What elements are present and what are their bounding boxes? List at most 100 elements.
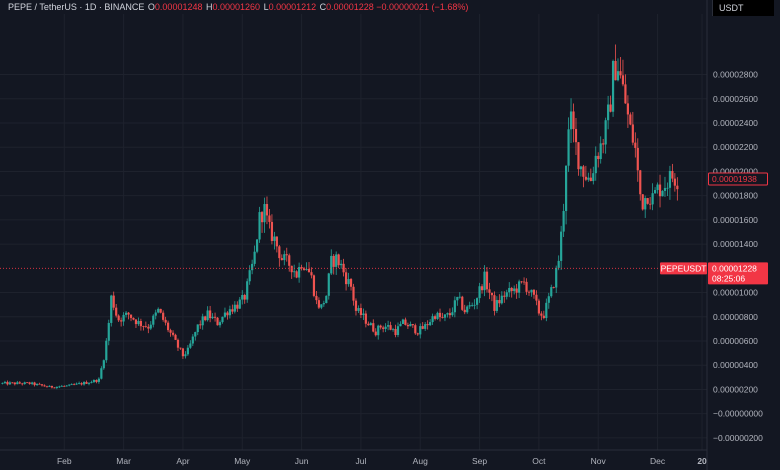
candle-body (258, 212, 261, 240)
candle-body (60, 385, 63, 387)
low-label: L (263, 2, 269, 12)
marked-price-value: 0.00001938 (712, 174, 757, 184)
candle-body (134, 319, 138, 325)
candle-body (13, 382, 16, 385)
symbol-title[interactable]: PEPE / TetherUS · 1D · BINANCE (8, 2, 145, 12)
price-tick-label: 0.00001800 (713, 191, 758, 201)
candle-body (357, 308, 360, 311)
candle-body (352, 286, 355, 301)
candle-body (253, 251, 256, 264)
candle-body (522, 281, 526, 283)
candle-body (82, 382, 86, 385)
candle-body (337, 254, 340, 266)
candle-body (127, 312, 130, 315)
candle-body (438, 312, 442, 318)
candle-body (209, 310, 212, 319)
candle-body (100, 368, 103, 379)
candle-body (369, 323, 372, 326)
high-label: H (206, 2, 213, 12)
candle-body (31, 382, 34, 384)
candle-body (624, 84, 627, 104)
candle-body (307, 268, 311, 273)
candle-body (216, 317, 219, 326)
candle-body (574, 128, 578, 143)
time-axis-ticks[interactable]: Feb Mar Apr May Jun Jul Aug Sep Oct Nov Dec 20 (57, 456, 707, 466)
candle-body (604, 120, 607, 145)
price-scale[interactable] (707, 0, 780, 470)
candle-body (535, 294, 538, 301)
candle-body (1, 382, 4, 384)
candle-body (367, 323, 370, 326)
currency-selector[interactable]: USDT (712, 0, 774, 16)
price-tick-label: 0.00002400 (713, 118, 758, 128)
candle-body (107, 322, 110, 341)
candle-body (26, 382, 29, 384)
candle-body (35, 383, 39, 386)
candle-body (132, 317, 135, 320)
candle-body (456, 296, 459, 301)
candle-body (426, 324, 429, 326)
time-tick-label: 20 (697, 456, 707, 466)
candle-body (171, 332, 175, 335)
candle-body (8, 382, 11, 385)
candle-body (525, 281, 528, 292)
price-tick-label: 0.00000200 (713, 384, 758, 394)
candle-body (468, 305, 471, 307)
candle-body (436, 312, 439, 319)
change-value: −0.00000021 (−1.68%) (376, 2, 469, 12)
candle-body (443, 314, 447, 318)
candle-body (649, 203, 652, 205)
candle-body (416, 333, 419, 335)
candle-body (152, 315, 155, 325)
candle-body (567, 129, 570, 166)
candle-body (174, 334, 177, 340)
candle-body (315, 295, 318, 301)
candle-body (213, 316, 217, 318)
price-tick-label: 0.00002200 (713, 142, 758, 152)
candle-body (349, 279, 353, 287)
candle-body (656, 184, 659, 191)
candle-body (231, 309, 234, 312)
time-tick-label: Jun (295, 456, 309, 466)
candle-body (547, 296, 550, 303)
time-tick-label: Dec (650, 456, 666, 466)
candle-body (302, 268, 306, 270)
candle-body (379, 325, 382, 328)
candle-body (461, 296, 464, 310)
candle-body (564, 165, 568, 212)
candle-body (619, 71, 622, 76)
candle-body (228, 309, 231, 316)
candle-body (233, 304, 236, 312)
candle-body (673, 178, 676, 186)
candle-body (396, 326, 400, 336)
candle-body (50, 385, 54, 388)
candle-body (384, 326, 387, 329)
candle-body (58, 386, 61, 388)
candle-body (542, 315, 545, 319)
candle-body (288, 255, 291, 266)
candle-body (21, 383, 24, 385)
candle-body (582, 166, 585, 177)
candle-body (480, 286, 484, 291)
candle-body (23, 382, 26, 385)
time-tick-label: Mar (116, 456, 131, 466)
candle-body (658, 184, 662, 197)
candle-body (518, 281, 521, 293)
candle-body (488, 289, 491, 293)
candle-body (124, 312, 128, 315)
candle-body (6, 381, 9, 385)
candle-body (485, 271, 489, 290)
candle-body (473, 304, 476, 306)
close-label: C (319, 2, 327, 12)
time-tick-label: Feb (57, 456, 72, 466)
candle-body (78, 383, 81, 384)
candle-body (186, 347, 189, 355)
candle-body (112, 295, 115, 308)
candle-body (614, 61, 617, 81)
price-tick-label: 0.00000800 (713, 312, 758, 322)
candle-body (162, 312, 165, 320)
candle-body (320, 304, 323, 308)
price-tick-label: 0.00001400 (713, 239, 758, 249)
candle-body (330, 255, 333, 274)
